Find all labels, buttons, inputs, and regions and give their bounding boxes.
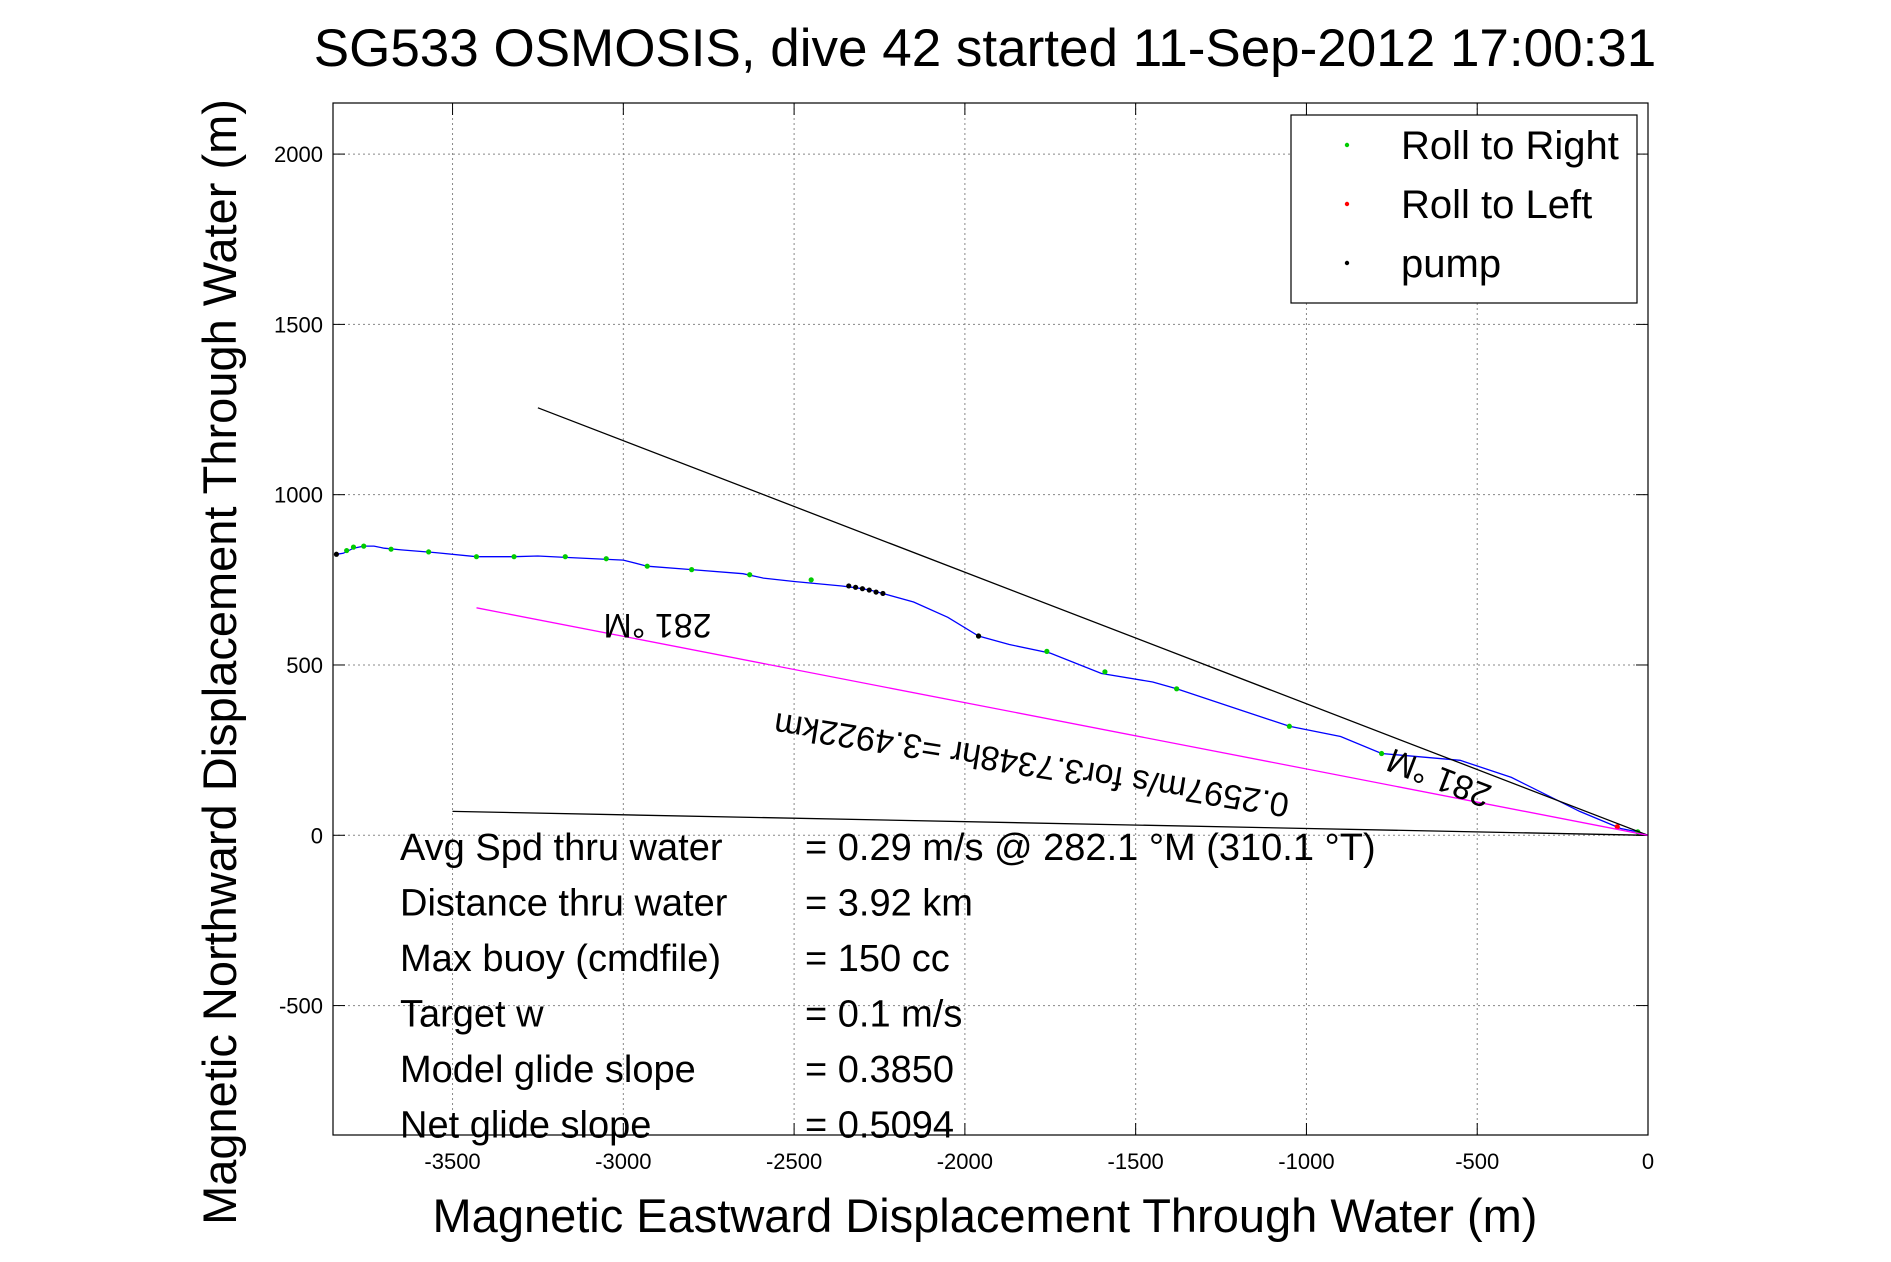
legend-marker	[1344, 201, 1350, 207]
y-tick-label: 2000	[274, 142, 323, 167]
stat-label: Max buoy (cmdfile)	[400, 938, 721, 980]
series-pump	[333, 551, 982, 639]
data-point	[511, 554, 517, 560]
x-tick-label: 0	[1642, 1149, 1654, 1174]
data-point	[859, 586, 866, 592]
data-point	[747, 572, 753, 578]
data-point	[562, 554, 568, 560]
stat-value: = 0.1 m/s	[805, 994, 962, 1036]
annotation-label: 281 °M	[603, 606, 711, 644]
stats-block: Avg Spd thru water = 0.29 m/s @ 282.1 °M …	[400, 827, 1376, 1147]
x-tick-label: -1000	[1278, 1149, 1334, 1174]
data-point	[846, 583, 852, 589]
data-point	[350, 544, 357, 550]
x-tick-label: -3500	[424, 1149, 480, 1174]
data-point	[852, 584, 859, 590]
data-point	[1102, 669, 1108, 675]
data-point	[880, 590, 886, 597]
stat-value: = 0.29 m/s @ 282.1 °M (310.1 °T)	[805, 827, 1376, 869]
axis-ticks: -3500 -3000 -2500 -2000 -1500 -1000 -500 0 -500 0…	[274, 103, 1654, 1174]
series-roll-to-left	[1614, 824, 1620, 830]
x-tick-label: -500	[1455, 1149, 1499, 1174]
data-point	[689, 567, 695, 573]
stat-label: Distance thru water	[400, 883, 728, 925]
series-heading-line-magenta	[476, 607, 1648, 836]
legend-marker	[1344, 142, 1350, 148]
data-point	[344, 547, 350, 554]
data-point	[808, 577, 814, 583]
x-tick-label: -2500	[766, 1149, 822, 1174]
data-point	[873, 589, 879, 595]
data-point	[1174, 686, 1180, 692]
x-tick-label: -3000	[595, 1149, 651, 1174]
y-tick-label: 500	[286, 653, 323, 678]
stat-label: Model glide slope	[400, 1049, 696, 1091]
y-tick-label: 1000	[274, 483, 323, 508]
legend-label: pump	[1401, 242, 1501, 286]
data-point	[975, 633, 982, 639]
stat-label: Target w	[400, 994, 544, 1036]
legend-label: Roll to Left	[1401, 183, 1592, 227]
data-point	[1286, 723, 1292, 729]
y-tick-label: -500	[279, 994, 323, 1019]
series-heading-line-lower	[452, 810, 1648, 836]
data-point	[426, 549, 432, 555]
data-point	[603, 556, 609, 562]
data-point	[1044, 648, 1050, 654]
legend-label: Roll to Right	[1401, 124, 1619, 168]
chart-title: SG533 OSMOSIS, dive 42 started 11-Sep-20…	[314, 19, 1657, 78]
data-point	[473, 554, 480, 560]
data-point	[333, 551, 340, 557]
stat-value: = 3.92 km	[805, 883, 973, 925]
stat-value: = 0.5094	[805, 1105, 954, 1147]
stat-value: = 0.3850	[805, 1049, 954, 1091]
series-layer	[333, 407, 1648, 836]
data-point	[1614, 824, 1620, 830]
data-point	[361, 543, 367, 549]
y-tick-label: 0	[311, 823, 323, 848]
data-point	[644, 563, 650, 569]
data-point	[866, 587, 872, 593]
y-axis-label: Magnetic Northward Displacement Through …	[193, 99, 246, 1225]
x-axis-label: Magnetic Eastward Displacement Through W…	[433, 1189, 1538, 1242]
x-tick-label: -1500	[1108, 1149, 1164, 1174]
stat-value: = 150 cc	[805, 938, 950, 980]
series-heading-line-upper	[537, 407, 1648, 836]
plot-frame	[332, 102, 1649, 1136]
data-point	[388, 546, 394, 552]
x-tick-label: -2000	[937, 1149, 993, 1174]
stat-label: Avg Spd thru water	[400, 827, 723, 869]
stat-label: Net glide slope	[400, 1105, 651, 1147]
legend-marker	[1344, 260, 1350, 266]
y-tick-label: 1500	[274, 312, 323, 337]
data-point	[1378, 750, 1385, 757]
legend: Roll to Right Roll to Left pump	[1290, 114, 1638, 304]
